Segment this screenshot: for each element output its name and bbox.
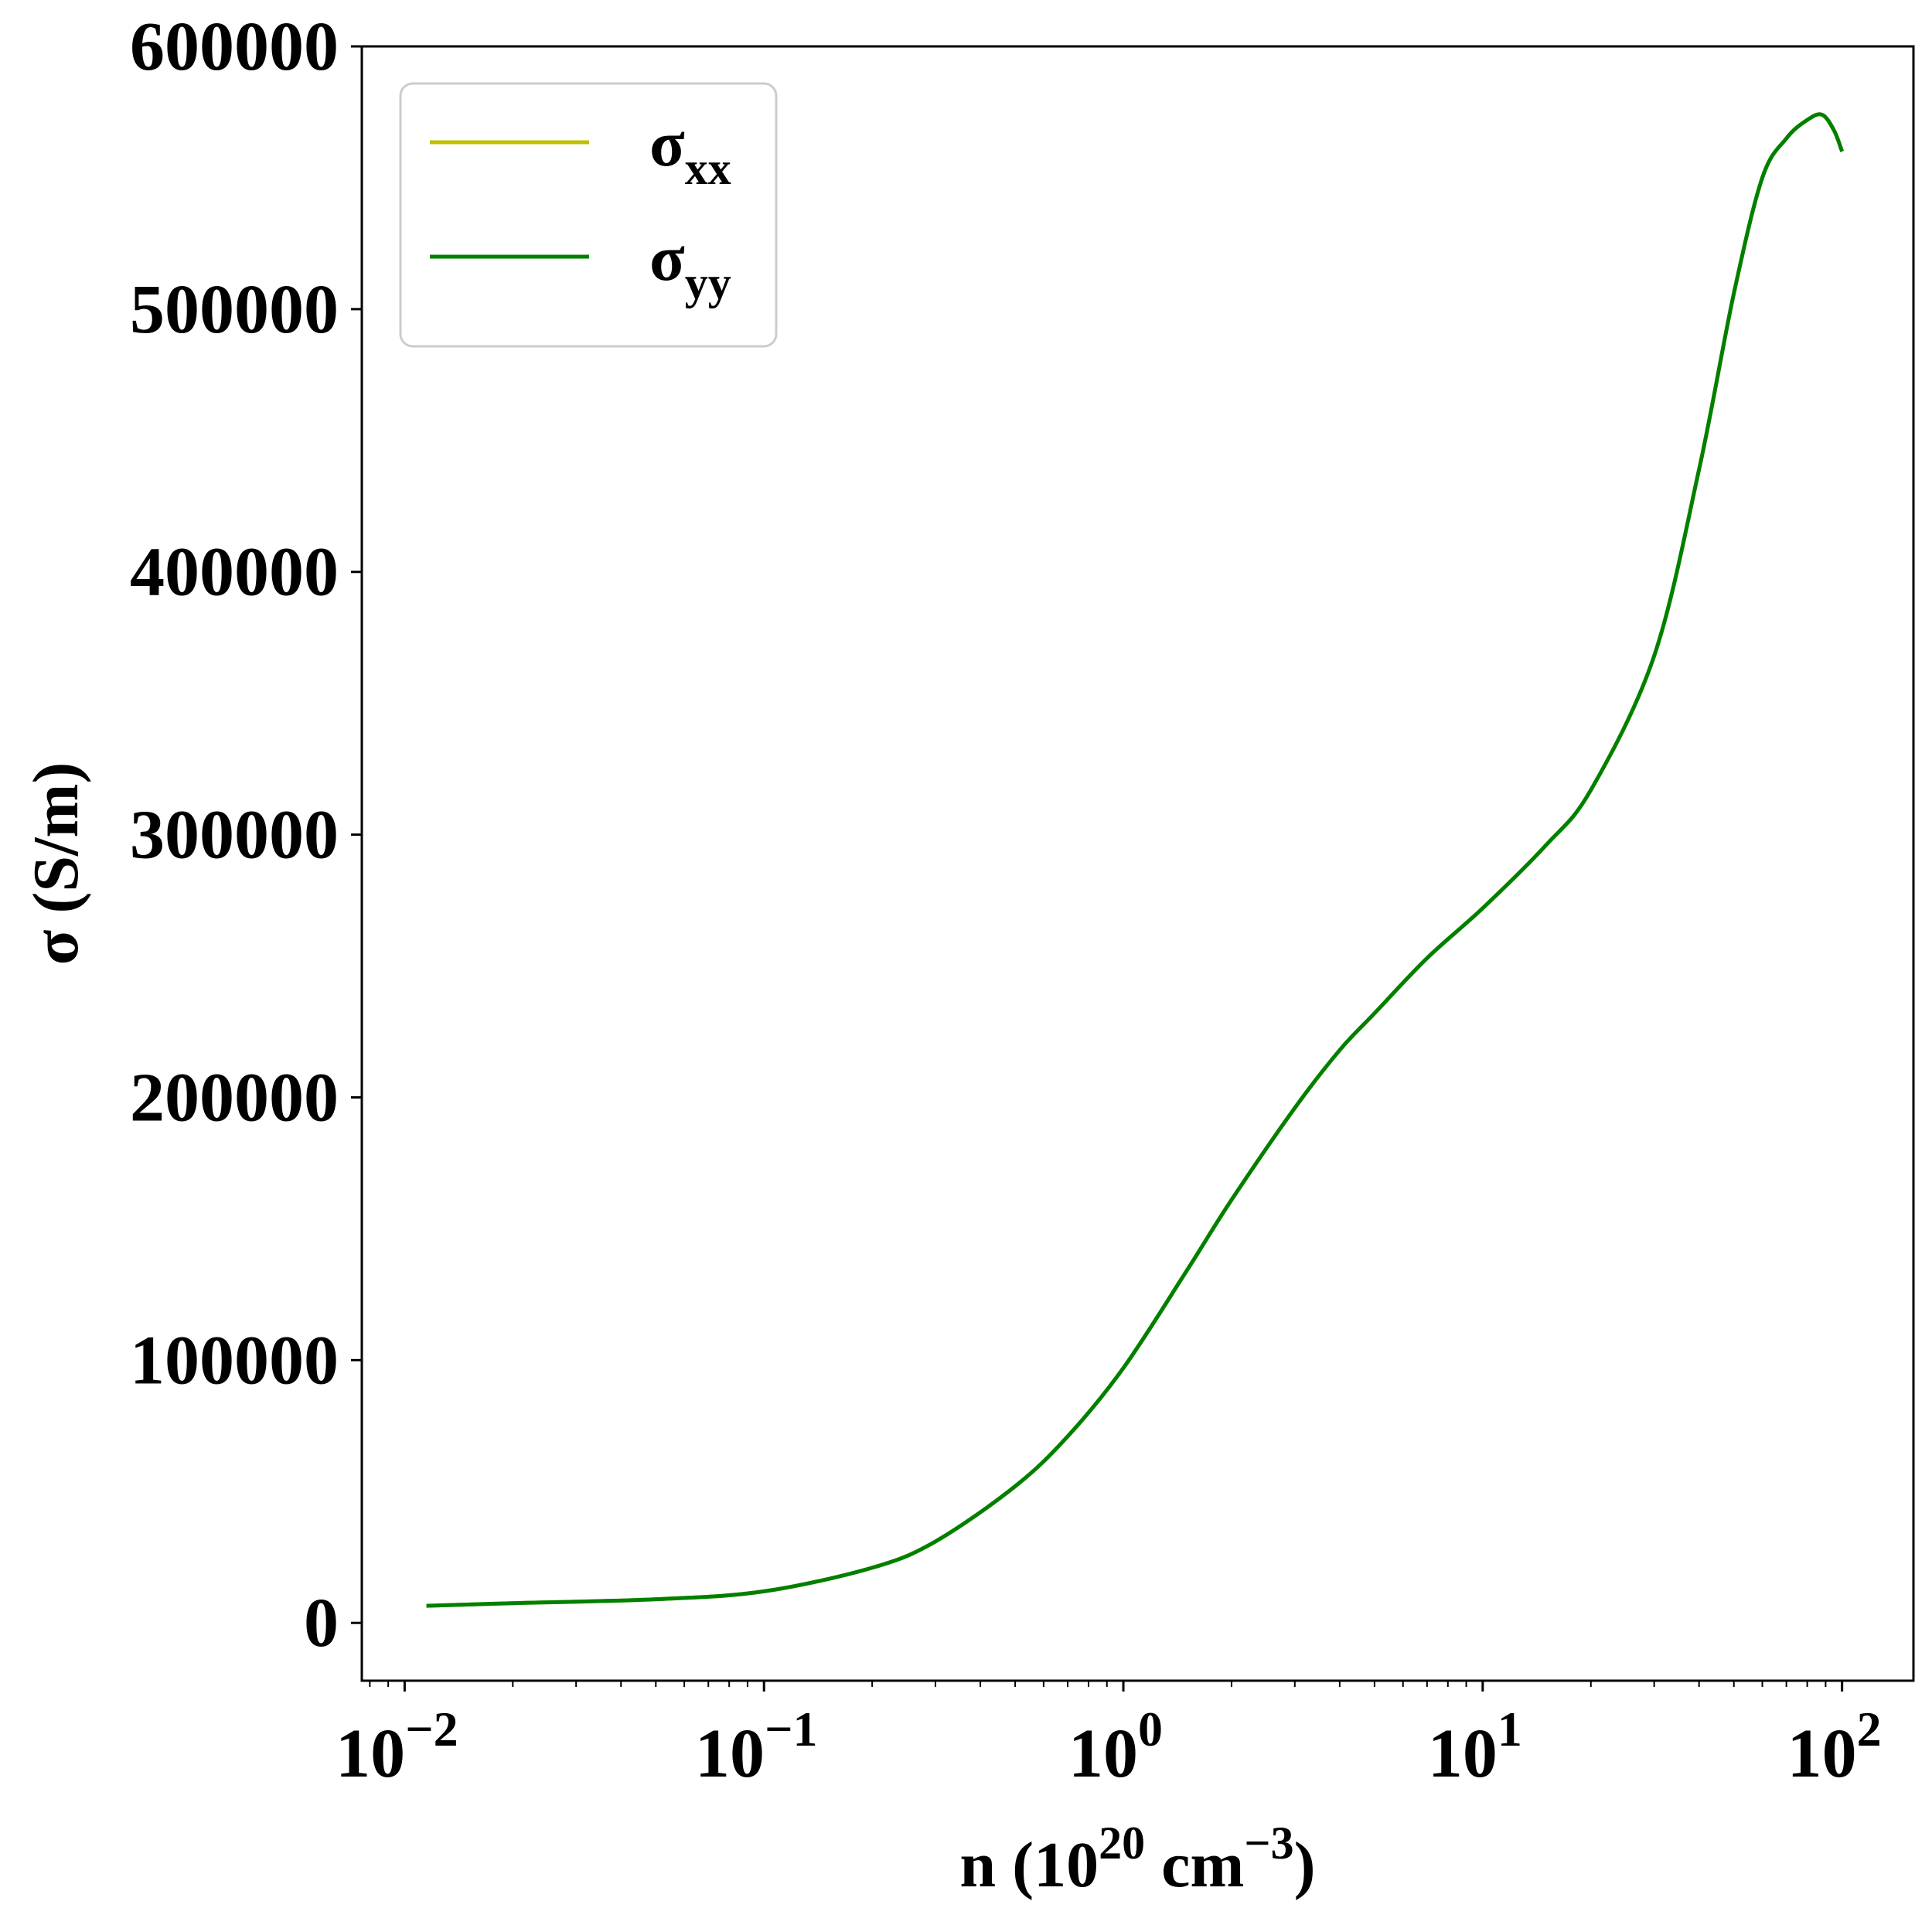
y-tick-label: 600000 <box>130 9 339 85</box>
y-axis: 0 100000 200000 300000 400000 500000 600000 <box>130 9 362 1661</box>
x-tick-label: 10−2 <box>336 1702 458 1792</box>
series-layer <box>426 112 1845 1608</box>
series-line-sigma-yy <box>426 112 1845 1608</box>
legend-label-sigma-yy: σyy <box>649 223 731 308</box>
y-tick-label: 200000 <box>130 1059 339 1136</box>
x-axis-title: n (1020 cm−3) <box>959 1818 1315 1901</box>
x-tick-label: 102 <box>1787 1702 1882 1792</box>
x-axis: 10−2 10−1 100 101 102 <box>336 1681 1882 1792</box>
legend-label-sigma-xx: σxx <box>649 108 731 194</box>
y-tick-label: 0 <box>304 1585 339 1661</box>
y-axis-title: σ (S/m) <box>20 762 92 966</box>
x-tick-label: 101 <box>1428 1702 1522 1792</box>
y-tick-label: 300000 <box>130 797 339 874</box>
x-axis-title-sup1: 20 <box>1099 1818 1145 1869</box>
legend-box <box>399 82 778 348</box>
x-axis-title-base: n (10 <box>959 1829 1099 1901</box>
axes-frame <box>360 45 1915 1682</box>
x-axis-title-end: ) <box>1294 1829 1316 1901</box>
x-axis-title-sup2: −3 <box>1244 1818 1293 1869</box>
y-tick-label: 500000 <box>130 271 339 348</box>
y-tick-label: 400000 <box>130 534 339 611</box>
legend: σxx σyy <box>399 82 778 348</box>
x-axis-title-mid: cm <box>1145 1829 1244 1901</box>
x-tick-label: 100 <box>1068 1702 1163 1792</box>
x-tick-label: 10−1 <box>695 1702 817 1792</box>
y-tick-label: 100000 <box>130 1322 339 1399</box>
